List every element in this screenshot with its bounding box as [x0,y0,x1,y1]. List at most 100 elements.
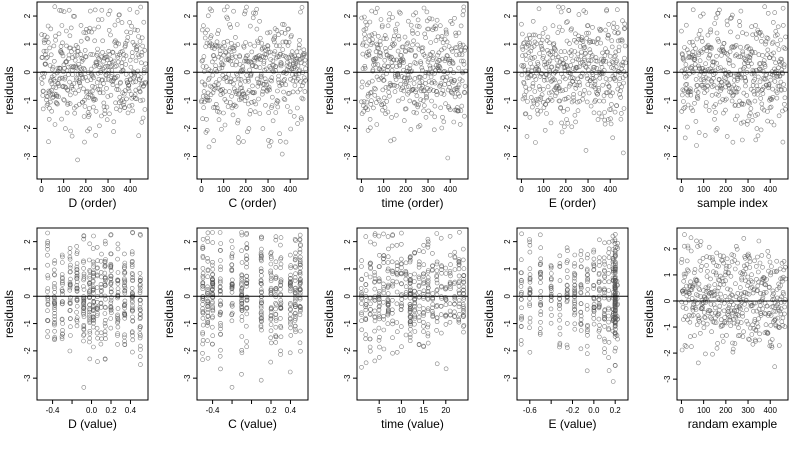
data-point [714,126,720,131]
data-point [569,124,575,130]
data-point [258,303,264,309]
data-point [693,46,698,51]
data-point [572,321,578,327]
data-point [205,27,210,33]
data-point [444,31,449,37]
data-point [458,108,464,113]
data-point [255,84,261,89]
data-point [74,298,80,303]
data-point [727,86,732,91]
data-point [541,87,546,92]
data-point [618,95,624,100]
data-point [199,58,205,64]
data-point [274,28,280,33]
data-point [130,54,135,59]
data-point [45,252,50,258]
data-point [41,37,47,43]
data-point [781,45,787,50]
data-point [618,116,624,122]
data-point [87,306,92,312]
data-point [61,9,67,14]
data-point [425,282,431,288]
data-point [74,288,80,294]
data-point [74,319,80,324]
data-point [712,21,718,26]
y-tick-label: 1 [663,272,672,277]
data-point [714,250,720,256]
data-point [277,43,282,49]
data-point [557,331,563,337]
data-point [564,275,570,280]
data-point [130,303,135,309]
data-point [45,273,51,278]
data-point [752,77,758,82]
data-point [278,282,283,288]
data-point [240,69,245,74]
data-point [45,328,51,334]
data-point [297,287,303,292]
data-point [91,26,97,32]
data-point [374,5,380,11]
plot-frame [196,227,309,401]
data-point [545,34,551,40]
data-point [555,83,560,89]
data-point [751,89,756,94]
data-point [518,297,524,302]
data-point [205,235,210,241]
data-point [67,254,73,260]
data-point [236,140,241,145]
data-point [225,38,230,44]
data-point [685,317,691,323]
data-point [437,58,443,63]
data-point [557,325,563,331]
data-point [292,290,298,296]
data-point [90,279,96,285]
data-point [748,106,754,111]
data-point [782,102,787,107]
data-point [431,55,436,61]
data-point [268,306,274,312]
data-point [48,26,54,32]
data-point [549,313,554,318]
data-point [299,5,305,10]
x-tick-label: 0 [679,406,684,415]
data-point [698,13,703,19]
data-point [130,337,135,343]
data-point [91,75,96,81]
data-point [97,123,102,129]
data-point [461,4,467,10]
data-point [98,83,103,89]
data-point [93,109,99,114]
data-point [437,84,442,89]
data-point [569,48,574,54]
data-point [712,117,717,122]
data-point [413,87,419,93]
data-point [244,278,250,283]
data-point [297,296,303,302]
data-point [137,324,143,329]
data-point [200,94,206,99]
data-point [279,151,285,157]
data-point [578,257,584,263]
data-point [541,78,547,83]
data-point [434,17,440,23]
data-point [737,285,743,290]
data-point [133,58,139,64]
data-point [373,10,378,15]
data-point [561,109,566,114]
data-point [398,324,404,329]
data-point [421,108,426,114]
data-point [211,138,216,143]
data-point [587,50,593,56]
data-point [283,139,289,145]
data-point [59,288,65,294]
data-point [298,243,303,248]
data-point [110,82,116,87]
data-point [389,54,394,60]
data-point [78,83,83,89]
x-tick-label: 0 [519,185,524,194]
data-point [367,274,373,280]
data-point [269,103,275,108]
data-point [293,310,298,316]
y-tick-label: -2 [23,124,32,132]
